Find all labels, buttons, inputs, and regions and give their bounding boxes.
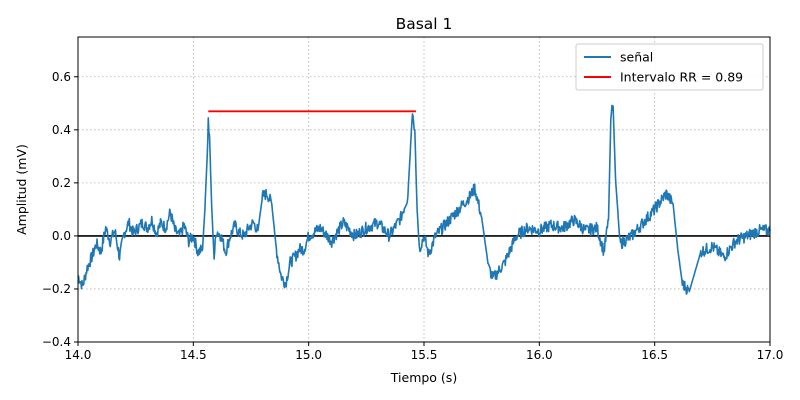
x-tick-label: 15.5 — [411, 348, 438, 362]
y-axis-label: Amplitud (mV) — [14, 144, 29, 235]
legend-box — [575, 43, 764, 91]
legend-label: señal — [620, 50, 653, 65]
signal-line — [77, 104, 771, 295]
x-tick-label: 16.0 — [526, 348, 553, 362]
x-tick-label: 14.0 — [65, 348, 92, 362]
x-axis: 14.0 14.5 15.0 15.5 16.0 16.5 17.0 — [65, 342, 784, 362]
y-tick-label: −0.2 — [42, 282, 71, 296]
series-layer — [77, 104, 771, 295]
y-tick-label: 0.2 — [52, 176, 71, 190]
x-tick-label: 14.5 — [180, 348, 207, 362]
x-axis-label: Tiempo (s) — [390, 370, 457, 385]
y-tick-label: 0.0 — [52, 229, 71, 243]
y-tick-label: 0.4 — [52, 123, 71, 137]
chart-title: Basal 1 — [396, 15, 453, 33]
x-tick-label: 16.5 — [641, 348, 668, 362]
x-tick-label: 17.0 — [757, 348, 784, 362]
y-tick-label: 0.6 — [52, 70, 71, 84]
legend-label: Intervalo RR = 0.89 — [620, 70, 743, 85]
x-tick-label: 15.0 — [295, 348, 322, 362]
y-tick-label: −0.4 — [42, 335, 71, 349]
legend: señal Intervalo RR = 0.89 — [575, 43, 764, 91]
y-axis: −0.4 −0.2 0.0 0.2 0.4 0.6 — [42, 70, 78, 349]
